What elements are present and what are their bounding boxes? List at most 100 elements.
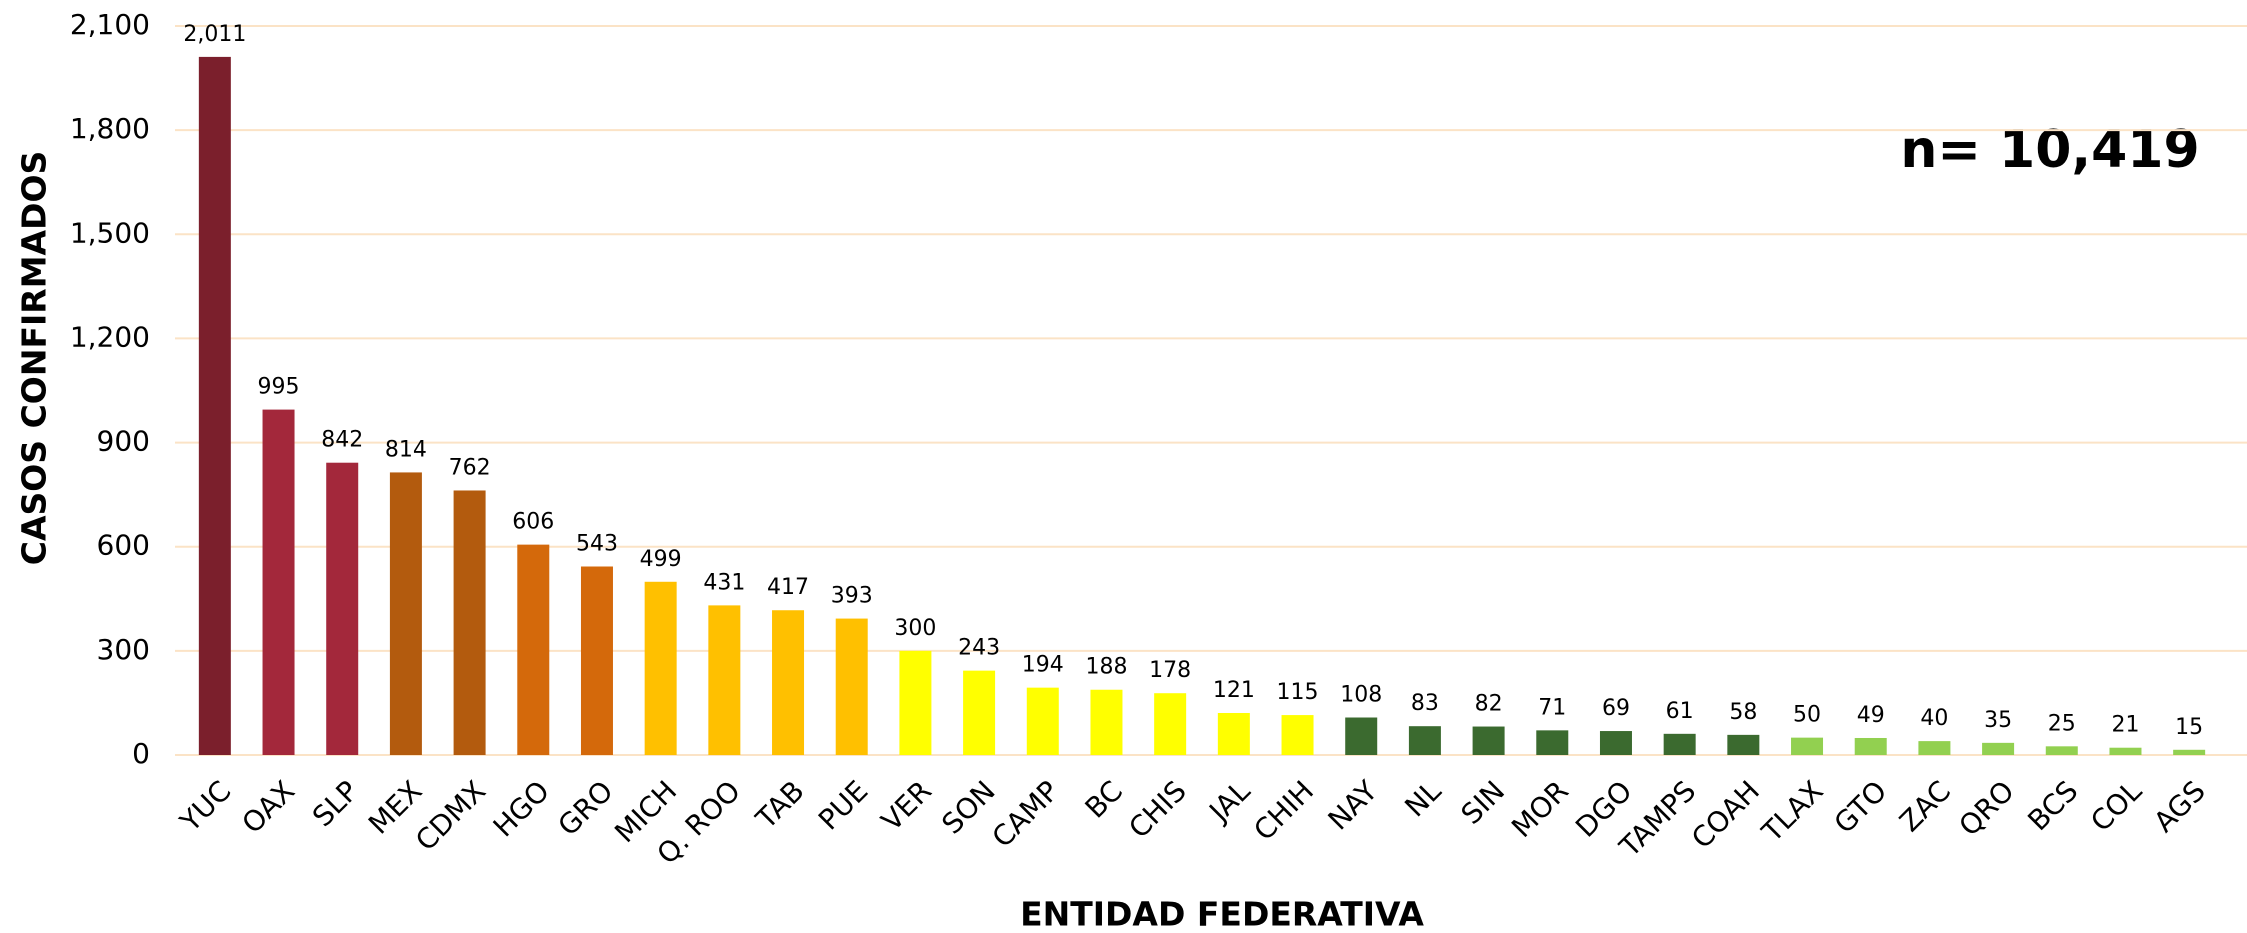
bar xyxy=(1791,737,1824,755)
bar xyxy=(2173,749,2206,755)
x-tick-label: COAH xyxy=(1685,774,1766,855)
value-label: 69 xyxy=(1602,696,1630,721)
bar xyxy=(198,56,231,756)
bar xyxy=(1090,689,1123,755)
bar xyxy=(1408,726,1441,755)
x-tick-label: ZAC xyxy=(1893,774,1957,838)
bar xyxy=(1154,693,1187,755)
bar xyxy=(2109,747,2142,755)
value-label: 762 xyxy=(449,455,491,480)
y-tick-label: 1,500 xyxy=(70,216,150,249)
value-label: 61 xyxy=(1666,699,1694,724)
value-label: 431 xyxy=(703,570,745,595)
value-label: 178 xyxy=(1149,658,1191,683)
bar xyxy=(1599,731,1632,755)
x-tick-label: NL xyxy=(1398,774,1447,823)
x-tick-label: COL xyxy=(2084,774,2148,838)
bar xyxy=(262,409,295,755)
y-tick-label: 600 xyxy=(97,529,150,562)
y-tick-label: 2,100 xyxy=(70,8,150,41)
x-tick-label: CHIS xyxy=(1122,774,1192,844)
x-tick-label: CAMP xyxy=(986,774,1066,854)
value-label: 82 xyxy=(1475,692,1503,717)
annotation: n= 10,419 xyxy=(1900,120,2199,180)
bar xyxy=(326,462,359,755)
y-tick-label: 300 xyxy=(97,633,150,666)
value-label: 108 xyxy=(1340,683,1382,708)
value-label: 71 xyxy=(1538,695,1566,720)
y-tick-label: 900 xyxy=(97,425,150,458)
value-label: 58 xyxy=(1729,700,1757,725)
bar xyxy=(389,472,422,755)
bar xyxy=(1982,742,2015,755)
value-label: 40 xyxy=(1920,706,1948,731)
x-tick-label: YUC xyxy=(173,774,237,838)
x-tick-label: CHIH xyxy=(1247,774,1320,847)
x-tick-label: CDMX xyxy=(409,774,492,857)
bar xyxy=(1472,726,1505,755)
x-tick-label: OAX xyxy=(235,774,301,840)
value-label: 606 xyxy=(512,510,554,535)
y-tick-label: 0 xyxy=(132,737,150,770)
bar xyxy=(644,581,677,755)
x-tick-label: JAL xyxy=(1202,774,1257,829)
x-tick-label: SLP xyxy=(306,774,365,833)
value-label: 35 xyxy=(1984,708,2012,733)
value-label: 15 xyxy=(2175,715,2203,740)
bar xyxy=(1281,715,1314,755)
x-axis-title: ENTIDAD FEDERATIVA xyxy=(1020,895,1424,933)
x-tick-label: SIN xyxy=(1455,774,1512,831)
value-label: 300 xyxy=(894,616,936,641)
value-label: 21 xyxy=(2111,713,2139,738)
value-label: 188 xyxy=(1085,655,1127,680)
x-tick-label: HGO xyxy=(487,774,556,843)
bar xyxy=(1918,741,1951,755)
x-tick-label: PUE xyxy=(812,774,874,836)
value-label: 543 xyxy=(576,532,618,557)
bar xyxy=(963,670,996,755)
value-label: 121 xyxy=(1213,678,1255,703)
value-label: 417 xyxy=(767,575,809,600)
x-tick-label: BCS xyxy=(2021,774,2084,837)
bar xyxy=(899,650,932,755)
bar xyxy=(708,605,741,755)
bar xyxy=(1026,687,1059,755)
value-label: 2,011 xyxy=(183,22,246,47)
bar xyxy=(772,610,805,755)
value-label: 814 xyxy=(385,437,427,462)
value-label: 842 xyxy=(321,428,363,453)
y-tick-label: 1,800 xyxy=(70,112,150,145)
value-label: 194 xyxy=(1022,653,1064,678)
x-tick-label: GRO xyxy=(552,774,620,842)
bar xyxy=(1345,717,1378,755)
y-tick-label: 1,200 xyxy=(70,320,150,353)
x-tick-label: QRO xyxy=(1952,774,2020,842)
value-label: 499 xyxy=(640,547,682,572)
x-tick-label: VER xyxy=(875,774,938,837)
value-label: 25 xyxy=(2048,711,2076,736)
x-tick-label: BC xyxy=(1079,774,1129,824)
bar xyxy=(1663,733,1696,755)
bar xyxy=(1536,730,1569,755)
value-label: 393 xyxy=(831,584,873,609)
bar xyxy=(1854,737,1887,755)
bar xyxy=(580,566,613,755)
value-label: 50 xyxy=(1793,703,1821,728)
y-axis-title: CASOS CONFIRMADOS xyxy=(15,151,54,566)
bar xyxy=(2045,746,2078,755)
bar xyxy=(1217,712,1250,755)
value-label: 995 xyxy=(258,375,300,400)
x-tick-label: TLAX xyxy=(1755,774,1830,849)
value-label: 49 xyxy=(1857,703,1885,728)
x-tick-label: TAB xyxy=(749,774,811,836)
value-label: 83 xyxy=(1411,691,1439,716)
x-tick-label: NAY xyxy=(1322,774,1385,837)
x-tick-label: MOR xyxy=(1505,774,1575,844)
x-tick-label: AGS xyxy=(2147,774,2211,838)
value-label: 115 xyxy=(1277,680,1319,705)
bar xyxy=(517,544,550,755)
x-tick-label: GTO xyxy=(1828,774,1894,840)
value-label: 243 xyxy=(958,636,1000,661)
bar xyxy=(453,490,486,755)
